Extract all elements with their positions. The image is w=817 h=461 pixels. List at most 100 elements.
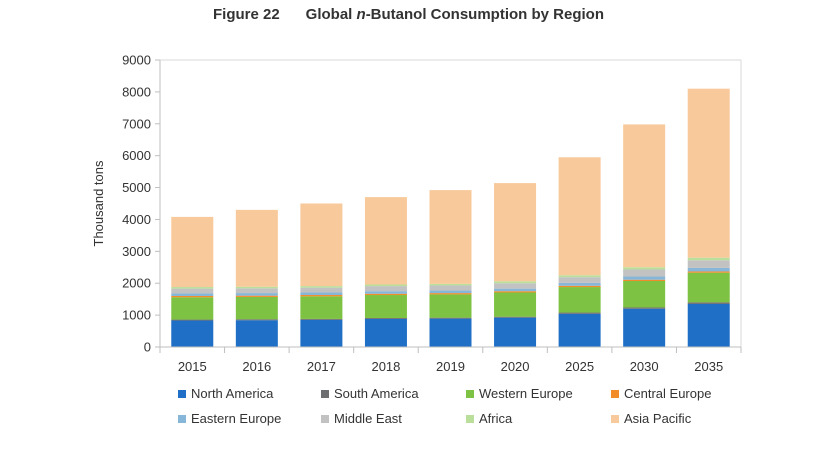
x-tick-label: 2025 — [565, 359, 594, 374]
bar-segment-central-europe — [623, 279, 666, 281]
bar-segment-africa — [364, 284, 407, 287]
figure-number: Figure 22 — [212, 6, 280, 23]
bar-segment-north-america — [429, 318, 472, 347]
bar-segment-western-europe — [364, 295, 407, 318]
y-axis: 0 1000 2000 3000 4000 5000 6000 7000 8000 9000 — [122, 53, 161, 355]
legend-swatch — [321, 389, 329, 398]
bar-segment-north-america — [687, 303, 730, 347]
x-tick-label: 2020 — [501, 359, 530, 374]
legend-swatch — [321, 414, 329, 423]
y-tick-label: 1000 — [122, 308, 151, 323]
bar-segment-western-europe — [171, 297, 214, 320]
bar-segment-north-america — [235, 320, 278, 347]
legend-item: Middle East — [321, 411, 466, 426]
bar-segment-north-america — [558, 313, 601, 347]
legend-item: Western Europe — [466, 386, 611, 401]
bar-chart: 0 1000 2000 3000 4000 5000 6000 7000 8000 9000 20… — [91, 53, 742, 374]
bar-segment-eastern-europe — [494, 288, 537, 292]
bar-segment-middle-east — [687, 260, 730, 268]
y-tick-label: 8000 — [122, 84, 151, 99]
legend: North America South America Western Europe… — [178, 386, 778, 426]
legend-item: South America — [321, 386, 466, 401]
bar-segment-africa — [429, 283, 472, 286]
legend-item: Asia Pacific — [611, 411, 751, 426]
bar-segment-middle-east — [235, 288, 278, 294]
bar-segment-central-europe — [364, 293, 407, 296]
legend-label: Eastern Europe — [191, 411, 282, 426]
legend-label: Central Europe — [624, 386, 712, 401]
bar-segment-asia-pacific — [364, 197, 407, 285]
y-axis-label: Thousand tons — [91, 160, 106, 247]
y-tick-label: 2000 — [122, 276, 151, 291]
bar-segment-south-america — [171, 319, 214, 321]
bar-segment-central-europe — [494, 291, 537, 293]
bar-segment-north-america — [623, 308, 666, 347]
bar-segment-north-america — [364, 318, 407, 347]
bar-segment-western-europe — [558, 287, 601, 313]
bar-segment-asia-pacific — [558, 157, 601, 276]
bar-segment-western-europe — [494, 292, 537, 317]
title-prefix: Global — [305, 6, 357, 23]
y-tick-label: 9000 — [122, 53, 151, 68]
x-tick-label: 2018 — [371, 359, 400, 374]
bar-segment-western-europe — [687, 272, 730, 303]
y-tick-label: 6000 — [122, 148, 151, 163]
x-tick-label: 2035 — [694, 359, 723, 374]
legend-item: Eastern Europe — [178, 411, 321, 426]
bar-segment-africa — [235, 286, 278, 289]
legend-swatch — [466, 414, 474, 423]
bar-segment-middle-east — [429, 285, 472, 291]
bar-segment-western-europe — [235, 296, 278, 320]
bar-segment-asia-pacific — [494, 183, 537, 282]
x-tick-label: 2030 — [630, 359, 659, 374]
x-tick-label: 2019 — [436, 359, 465, 374]
legend-label: South America — [334, 386, 419, 401]
bar-segment-north-america — [494, 317, 537, 347]
title-italic: n — [356, 6, 366, 23]
bar-segment-western-europe — [429, 294, 472, 318]
y-tick-label: 0 — [144, 340, 151, 355]
bar-segment-africa — [171, 287, 214, 289]
legend-label: Western Europe — [479, 386, 573, 401]
bar-segment-asia-pacific — [623, 124, 666, 268]
bar-segment-asia-pacific — [429, 190, 472, 284]
legend-swatch — [466, 389, 474, 398]
bar-segment-middle-east — [171, 288, 214, 294]
bar-segment-africa — [300, 286, 343, 288]
bar-segment-south-america — [623, 307, 666, 309]
legend-item: Africa — [466, 411, 611, 426]
bar-segment-asia-pacific — [171, 216, 214, 288]
bar-segment-eastern-europe — [558, 282, 601, 286]
bar-segment-africa — [687, 257, 730, 261]
bar-segment-south-america — [364, 317, 407, 319]
legend-swatch — [611, 414, 619, 423]
bar-segment-middle-east — [558, 277, 601, 283]
bar-segment-central-europe — [558, 285, 601, 288]
legend-label: North America — [191, 386, 274, 401]
bar-segment-north-america — [171, 320, 214, 347]
bar-segment-eastern-europe — [235, 293, 278, 296]
bar-segment-africa — [558, 275, 601, 278]
bar-segment-middle-east — [623, 269, 666, 277]
legend-swatch — [178, 389, 186, 398]
bar-segment-south-america — [494, 316, 537, 318]
bar-segment-south-america — [429, 317, 472, 319]
y-tick-label: 3000 — [122, 244, 151, 259]
bar-segment-north-america — [300, 319, 343, 347]
legend-swatch — [178, 414, 186, 423]
bar-segment-south-america — [235, 319, 278, 321]
bar-segment-middle-east — [300, 287, 343, 293]
bar-segment-south-america — [300, 318, 343, 320]
bar-segment-asia-pacific — [235, 209, 278, 287]
y-tick-label: 5000 — [122, 180, 151, 195]
bar-segment-middle-east — [494, 283, 537, 289]
bar-segment-eastern-europe — [171, 293, 214, 296]
bar-segment-central-europe — [687, 271, 730, 273]
bar-segment-south-america — [687, 302, 730, 304]
bar-segment-central-europe — [300, 295, 343, 297]
bar-segment-eastern-europe — [623, 276, 666, 280]
x-tick-label: 2016 — [242, 359, 271, 374]
bar-segment-eastern-europe — [429, 290, 472, 294]
bar-segment-central-europe — [171, 295, 214, 298]
bar-segment-asia-pacific — [300, 203, 343, 287]
